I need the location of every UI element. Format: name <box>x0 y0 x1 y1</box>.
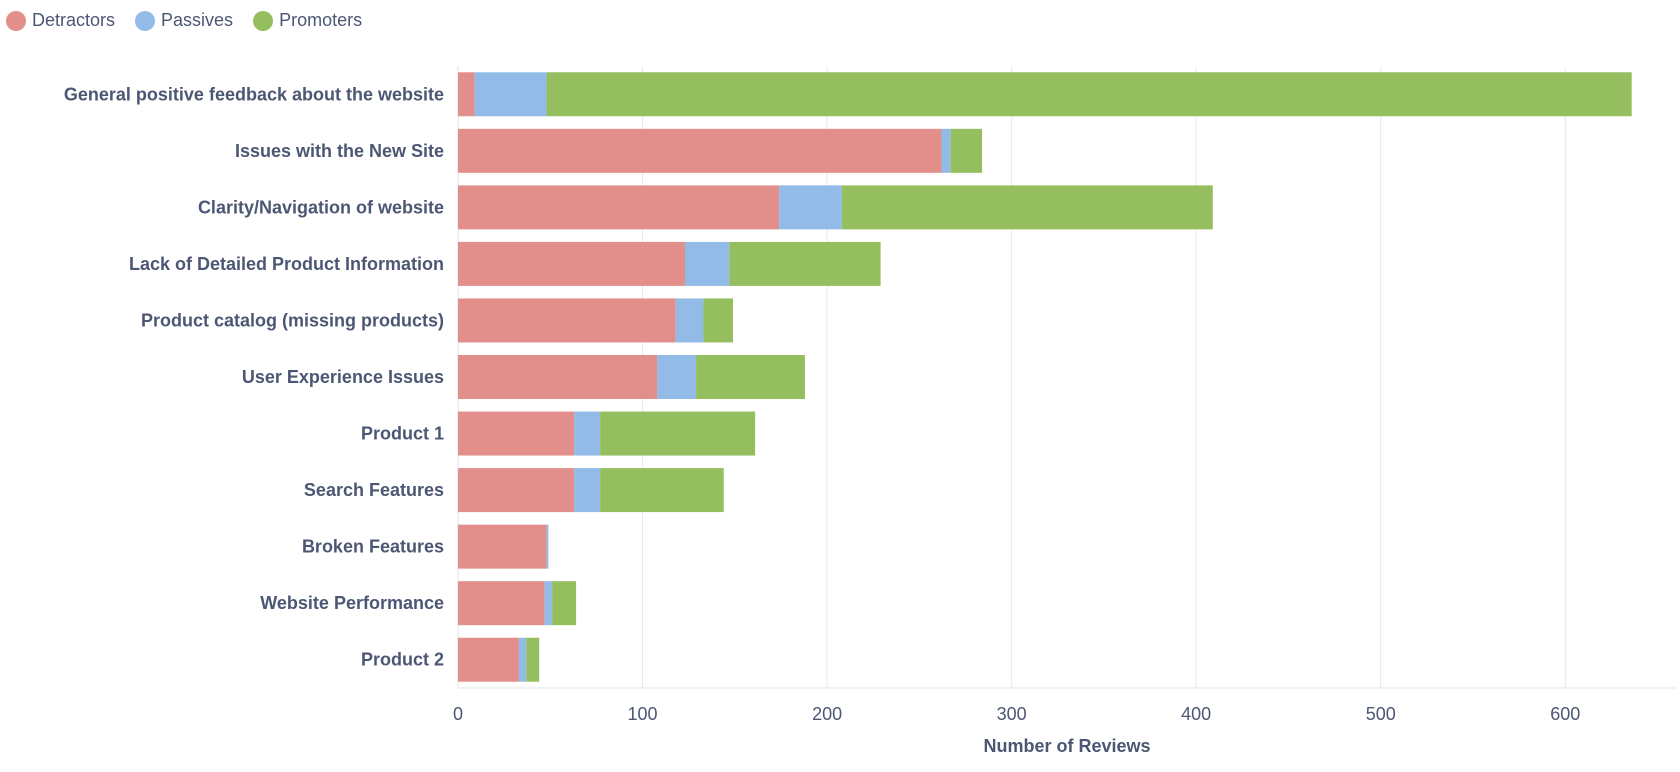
category-label-10: Product 2 <box>361 650 444 670</box>
bar-detractors-2[interactable] <box>458 185 780 230</box>
bar-passives-9[interactable] <box>544 581 553 626</box>
x-tick-label-500: 500 <box>1366 704 1396 724</box>
legend-label-detractors: Detractors <box>32 10 116 30</box>
bar-passives-3[interactable] <box>684 241 730 286</box>
bar-passives-8[interactable] <box>546 524 549 569</box>
bar-promoters-1[interactable] <box>950 128 983 173</box>
bar-promoters-6[interactable] <box>600 411 756 456</box>
bar-detractors-10[interactable] <box>458 637 519 682</box>
legend-label-promoters: Promoters <box>279 10 363 30</box>
bar-detractors-3[interactable] <box>458 241 685 286</box>
x-tick-label-100: 100 <box>628 704 658 724</box>
bar-promoters-9[interactable] <box>552 581 577 626</box>
category-label-8: Broken Features <box>302 537 444 557</box>
bar-detractors-6[interactable] <box>458 411 575 456</box>
bar-passives-6[interactable] <box>574 411 601 456</box>
bar-detractors-5[interactable] <box>458 355 658 399</box>
x-tick-label-0: 0 <box>453 704 463 724</box>
legend: Detractors Passives Promoters <box>6 10 382 31</box>
bar-promoters-2[interactable] <box>841 185 1213 230</box>
category-label-6: Product 1 <box>361 424 444 444</box>
bar-promoters-4[interactable] <box>703 298 733 343</box>
bar-passives-0[interactable] <box>474 72 547 117</box>
legend-item-passives[interactable]: Passives <box>135 10 233 31</box>
bar-detractors-1[interactable] <box>458 128 942 173</box>
category-label-3: Lack of Detailed Product Information <box>129 254 444 274</box>
x-tick-label-300: 300 <box>997 704 1027 724</box>
bar-passives-7[interactable] <box>574 468 601 513</box>
bar-detractors-0[interactable] <box>458 72 475 117</box>
bar-promoters-3[interactable] <box>729 241 881 286</box>
bar-detractors-4[interactable] <box>458 298 676 343</box>
bar-passives-1[interactable] <box>941 128 951 173</box>
category-label-7: Search Features <box>304 480 444 500</box>
legend-item-detractors[interactable]: Detractors <box>6 10 115 31</box>
bar-detractors-9[interactable] <box>458 581 545 626</box>
x-tick-label-400: 400 <box>1181 704 1211 724</box>
bar-passives-10[interactable] <box>518 637 527 682</box>
x-axis-title: Number of Reviews <box>983 736 1150 756</box>
bar-promoters-7[interactable] <box>600 468 724 513</box>
bar-promoters-0[interactable] <box>546 72 1632 117</box>
legend-swatch-passives <box>135 10 156 31</box>
category-label-4: Product catalog (missing products) <box>141 310 444 330</box>
legend-swatch-detractors <box>6 10 26 31</box>
category-label-0: General positive feedback about the webs… <box>64 84 444 104</box>
bar-passives-4[interactable] <box>675 298 704 343</box>
bar-promoters-5[interactable] <box>696 355 805 399</box>
category-label-5: User Experience Issues <box>242 367 444 387</box>
category-label-2: Clarity/Navigation of website <box>198 197 444 217</box>
bar-passives-5[interactable] <box>657 355 697 399</box>
bar-passives-2[interactable] <box>779 185 842 230</box>
legend-item-promoters[interactable]: Promoters <box>253 10 362 31</box>
bar-promoters-10[interactable] <box>526 637 540 682</box>
legend-swatch-promoters <box>253 10 274 31</box>
x-tick-label-600: 600 <box>1550 704 1580 724</box>
category-label-9: Website Performance <box>260 593 444 613</box>
legend-label-passives: Passives <box>161 10 234 30</box>
x-tick-label-200: 200 <box>812 704 842 724</box>
category-label-1: Issues with the New Site <box>235 141 444 161</box>
bar-detractors-8[interactable] <box>458 524 547 569</box>
bar-detractors-7[interactable] <box>458 468 575 513</box>
